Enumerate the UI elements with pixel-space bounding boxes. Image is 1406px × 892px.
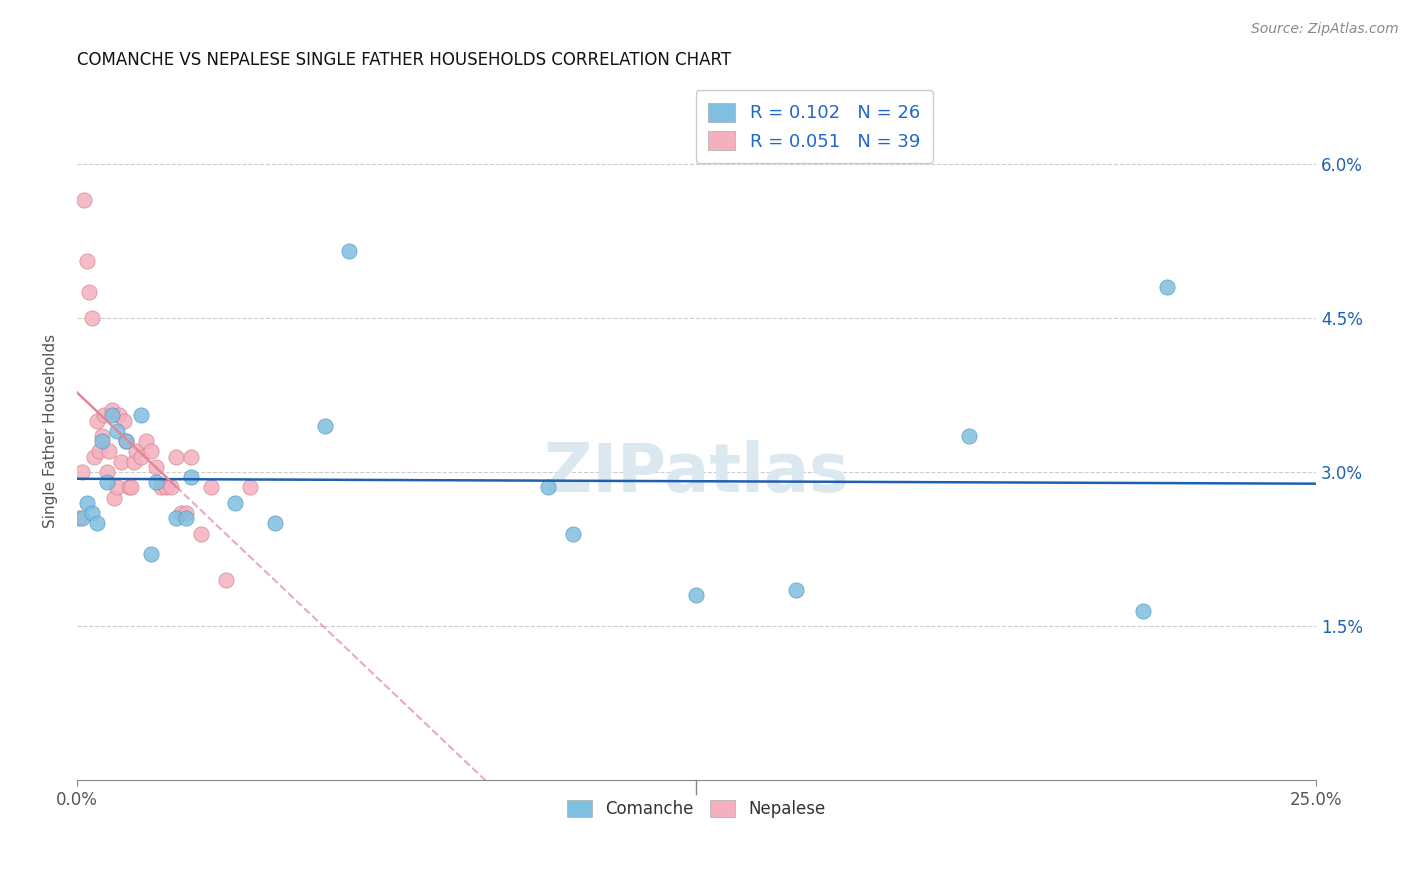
Point: [174, 506, 197, 520]
Point: [110, 455, 132, 469]
Point: [83, 450, 105, 464]
Point: [90, 434, 112, 449]
Point: [537, 480, 560, 494]
Point: [224, 496, 246, 510]
Point: [145, 475, 167, 490]
Point: [145, 459, 167, 474]
Point: [86, 413, 108, 427]
Point: [141, 444, 163, 458]
Y-axis label: Single Father Households: Single Father Households: [44, 334, 58, 528]
Point: [150, 480, 173, 494]
Point: [100, 409, 122, 423]
Point: [239, 480, 262, 494]
Point: [80, 310, 103, 325]
Point: [160, 480, 183, 494]
Point: [165, 450, 187, 464]
Point: [120, 480, 142, 494]
Text: Source: ZipAtlas.com: Source: ZipAtlas.com: [1251, 22, 1399, 37]
Point: [180, 450, 202, 464]
Point: [93, 409, 115, 423]
Point: [76, 254, 98, 268]
Point: [155, 480, 177, 494]
Point: [339, 244, 361, 258]
Point: [131, 409, 153, 423]
Point: [100, 403, 122, 417]
Text: ZIPatlas: ZIPatlas: [544, 440, 849, 506]
Point: [314, 418, 336, 433]
Point: [1156, 280, 1178, 294]
Legend: Comanche, Nepalese: Comanche, Nepalese: [561, 793, 832, 824]
Point: [103, 491, 125, 505]
Point: [180, 470, 202, 484]
Point: [86, 516, 108, 531]
Point: [141, 547, 163, 561]
Point: [98, 444, 121, 458]
Point: [785, 583, 807, 598]
Point: [174, 511, 197, 525]
Point: [1132, 604, 1154, 618]
Point: [125, 444, 148, 458]
Point: [131, 450, 153, 464]
Point: [67, 511, 90, 525]
Point: [90, 429, 112, 443]
Point: [89, 444, 111, 458]
Point: [685, 588, 707, 602]
Point: [165, 511, 187, 525]
Point: [105, 424, 128, 438]
Point: [122, 455, 145, 469]
Point: [115, 434, 138, 449]
Point: [115, 434, 138, 449]
Point: [76, 496, 98, 510]
Point: [214, 573, 236, 587]
Point: [112, 413, 135, 427]
Point: [118, 480, 141, 494]
Point: [77, 285, 100, 299]
Point: [70, 511, 93, 525]
Point: [190, 526, 212, 541]
Point: [135, 434, 157, 449]
Point: [96, 465, 118, 479]
Point: [80, 506, 103, 520]
Point: [108, 409, 131, 423]
Point: [957, 429, 980, 443]
Point: [264, 516, 287, 531]
Point: [170, 506, 193, 520]
Point: [105, 480, 128, 494]
Point: [70, 465, 93, 479]
Point: [73, 193, 96, 207]
Point: [200, 480, 222, 494]
Point: [96, 475, 118, 490]
Point: [561, 526, 583, 541]
Text: COMANCHE VS NEPALESE SINGLE FATHER HOUSEHOLDS CORRELATION CHART: COMANCHE VS NEPALESE SINGLE FATHER HOUSE…: [77, 51, 731, 69]
